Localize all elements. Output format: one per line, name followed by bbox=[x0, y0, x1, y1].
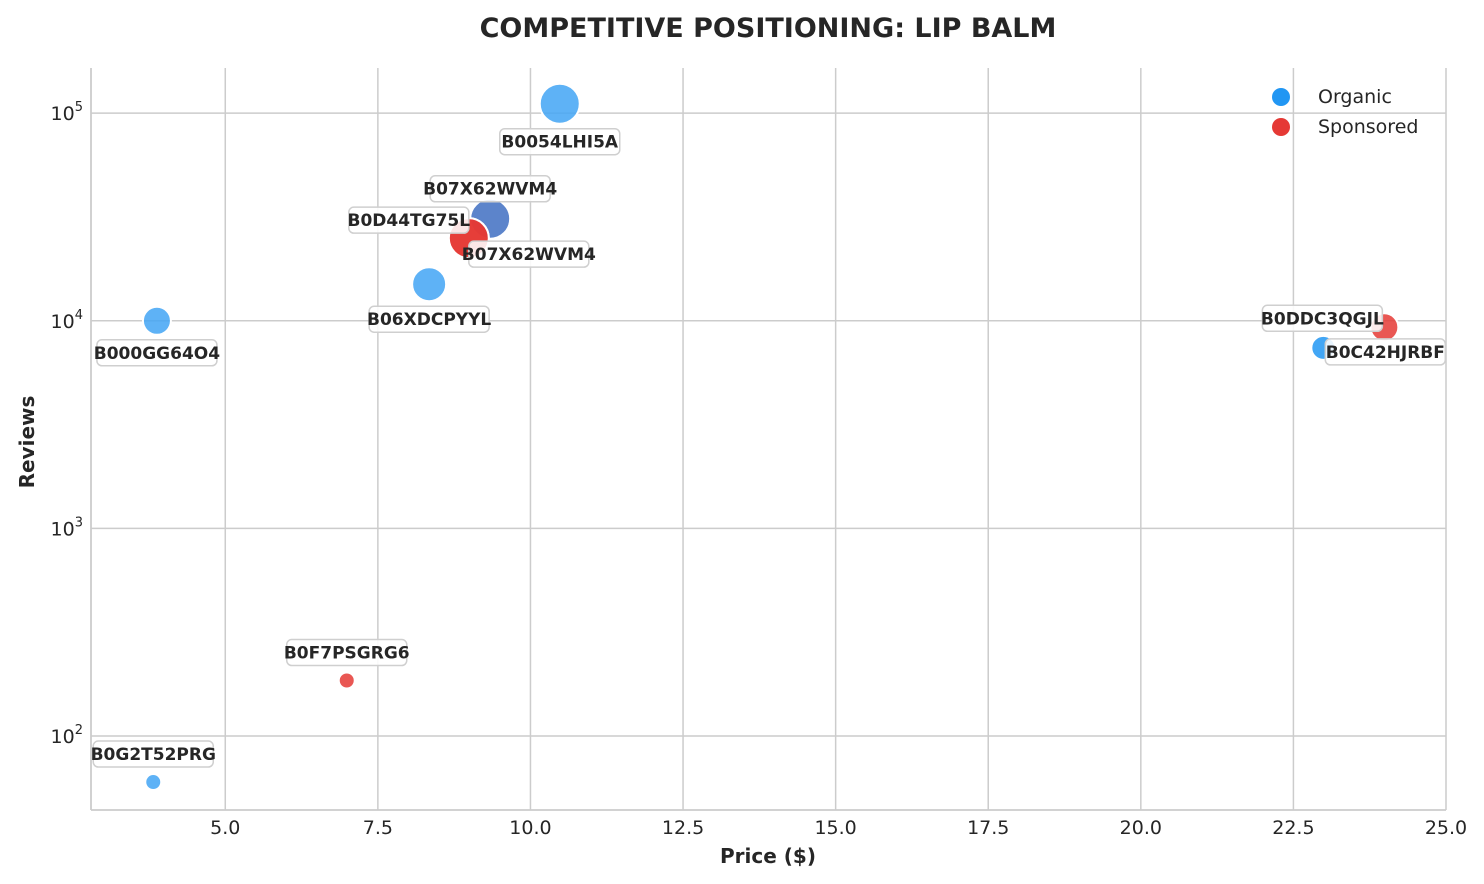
label-text: B0C42HJRBF bbox=[1326, 343, 1445, 363]
point-label-b0c42hjrbf: B0C42HJRBF bbox=[1324, 338, 1447, 366]
data-point-b06xdcpyyl bbox=[411, 266, 448, 303]
legend-label: Sponsored bbox=[1318, 116, 1418, 138]
label-text: B0054LHI5A bbox=[501, 133, 618, 153]
data-points bbox=[141, 82, 1400, 792]
legend-marker bbox=[1272, 118, 1290, 136]
label-box bbox=[429, 174, 551, 203]
label-box bbox=[96, 339, 218, 367]
data-point-b000gg64o4 bbox=[141, 305, 172, 336]
legend-marker bbox=[1272, 88, 1290, 106]
x-tick-label: 5.0 bbox=[210, 817, 240, 839]
y-tick-base: 10 bbox=[51, 103, 75, 125]
label-text: B06XDCPYYL bbox=[367, 310, 491, 330]
chart-title: COMPETITIVE POSITIONING: LIP BALM bbox=[480, 13, 1057, 44]
grid-lines bbox=[91, 68, 1447, 810]
label-box bbox=[499, 127, 621, 156]
y-axis-label: Reviews bbox=[15, 396, 39, 489]
label-box bbox=[285, 638, 408, 667]
point-label-b07x62wvm4: B07X62WVM4 bbox=[462, 240, 596, 268]
x-tick-label: 25.0 bbox=[1425, 817, 1467, 839]
x-tick-label: 12.5 bbox=[662, 817, 704, 839]
legend: Organic Sponsored bbox=[1272, 86, 1418, 138]
data-point-b0054lhi5a bbox=[538, 82, 581, 125]
label-text: B000GG64O4 bbox=[94, 344, 220, 364]
label-box bbox=[468, 240, 590, 268]
label-box bbox=[92, 740, 215, 768]
y-tick-exponent: 3 bbox=[75, 515, 83, 530]
point-label-b0d44tg75l: B0D44TG75L bbox=[348, 206, 471, 234]
point-labels: B0054LHI5A B07X62WVM4 B0D44TG75L B07X62WVM4… bbox=[91, 127, 1447, 768]
legend-label: Organic bbox=[1318, 86, 1392, 108]
label-text: B0DDC3QGJL bbox=[1261, 309, 1384, 329]
y-tick-label: 105 bbox=[51, 100, 83, 125]
x-tick-label: 7.5 bbox=[363, 817, 393, 839]
y-tick-exponent: 5 bbox=[75, 100, 83, 115]
y-tick-base: 10 bbox=[51, 518, 75, 540]
x-tick-label: 17.5 bbox=[967, 817, 1009, 839]
label-box bbox=[1261, 304, 1384, 333]
label-box bbox=[368, 305, 490, 333]
legend-entry-sponsored: Sponsored bbox=[1272, 116, 1418, 138]
axes-spines bbox=[90, 68, 1446, 811]
y-tick-exponent: 4 bbox=[75, 308, 83, 323]
y-tick-exponent: 2 bbox=[75, 723, 83, 738]
x-axis-ticks: 5.0 7.5 10.0 12.5 15.0 17.5 20.0 22.5 25.0 bbox=[210, 817, 1467, 839]
label-text: B0F7PSGRG6 bbox=[284, 644, 410, 664]
point-label-b07x62wvm4: B07X62WVM4 bbox=[423, 174, 557, 203]
label-text: B0D44TG75L bbox=[348, 211, 471, 231]
data-point-b0g2t52prg bbox=[144, 773, 163, 792]
y-tick-label: 102 bbox=[51, 723, 83, 748]
x-tick-label: 20.0 bbox=[1120, 817, 1162, 839]
y-tick-label: 104 bbox=[51, 308, 83, 333]
x-tick-label: 15.0 bbox=[814, 817, 856, 839]
label-text: B07X62WVM4 bbox=[462, 245, 596, 265]
x-axis-label: Price ($) bbox=[720, 844, 816, 868]
point-label-b0g2t52prg: B0G2T52PRG bbox=[91, 740, 216, 768]
point-label-b06xdcpyyl: B06XDCPYYL bbox=[367, 305, 491, 333]
x-tick-label: 10.0 bbox=[509, 817, 551, 839]
label-box bbox=[348, 206, 470, 234]
y-tick-base: 10 bbox=[51, 726, 75, 748]
point-label-b0f7psgrg6: B0F7PSGRG6 bbox=[284, 638, 410, 667]
point-label-b0054lhi5a: B0054LHI5A bbox=[499, 127, 621, 156]
label-text: B0G2T52PRG bbox=[91, 745, 216, 765]
point-label-b000gg64o4: B000GG64O4 bbox=[94, 339, 220, 367]
point-label-b0ddc3qgjl: B0DDC3QGJL bbox=[1261, 304, 1384, 333]
x-tick-label: 22.5 bbox=[1272, 817, 1314, 839]
legend-entry-organic: Organic bbox=[1272, 86, 1392, 108]
y-tick-label: 103 bbox=[51, 515, 83, 540]
y-tick-base: 10 bbox=[51, 311, 75, 333]
label-text: B07X62WVM4 bbox=[423, 180, 557, 200]
data-point-b0f7psgrg6 bbox=[337, 671, 356, 690]
label-box bbox=[1324, 338, 1447, 366]
